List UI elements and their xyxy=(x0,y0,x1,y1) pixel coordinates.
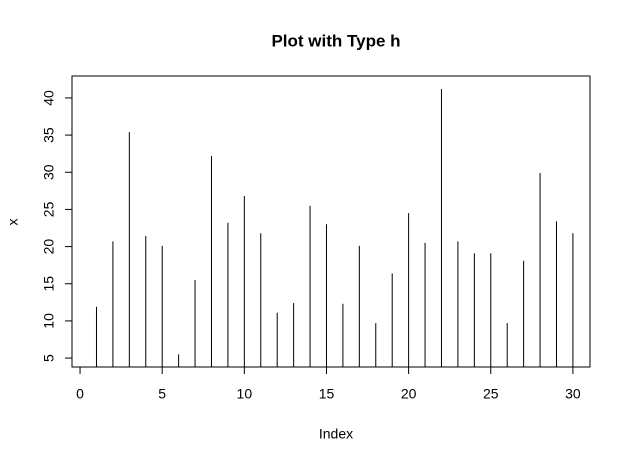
plot-frame xyxy=(71,75,591,368)
y-tick-label: 20 xyxy=(41,239,57,255)
x-tick-label: 25 xyxy=(483,386,499,402)
x-tick-label: 0 xyxy=(76,386,84,402)
x-axis-label: Index xyxy=(319,426,353,442)
x-tick-label: 30 xyxy=(565,386,581,402)
x-tick-label: 20 xyxy=(401,386,417,402)
y-tick-label: 15 xyxy=(41,276,57,292)
y-tick-label: 35 xyxy=(41,127,57,143)
y-tick-label: 40 xyxy=(41,90,57,106)
x-tick-label: 10 xyxy=(237,386,253,402)
chart-title: Plot with Type h xyxy=(271,31,400,50)
x-tick-label: 5 xyxy=(158,386,166,402)
y-axis-label: x xyxy=(5,219,21,226)
y-tick-label: 5 xyxy=(41,354,57,362)
y-tick-label: 25 xyxy=(41,201,57,217)
y-tick-label: 30 xyxy=(41,164,57,180)
y-tick-label: 10 xyxy=(41,313,57,329)
x-tick-label: 15 xyxy=(319,386,335,402)
